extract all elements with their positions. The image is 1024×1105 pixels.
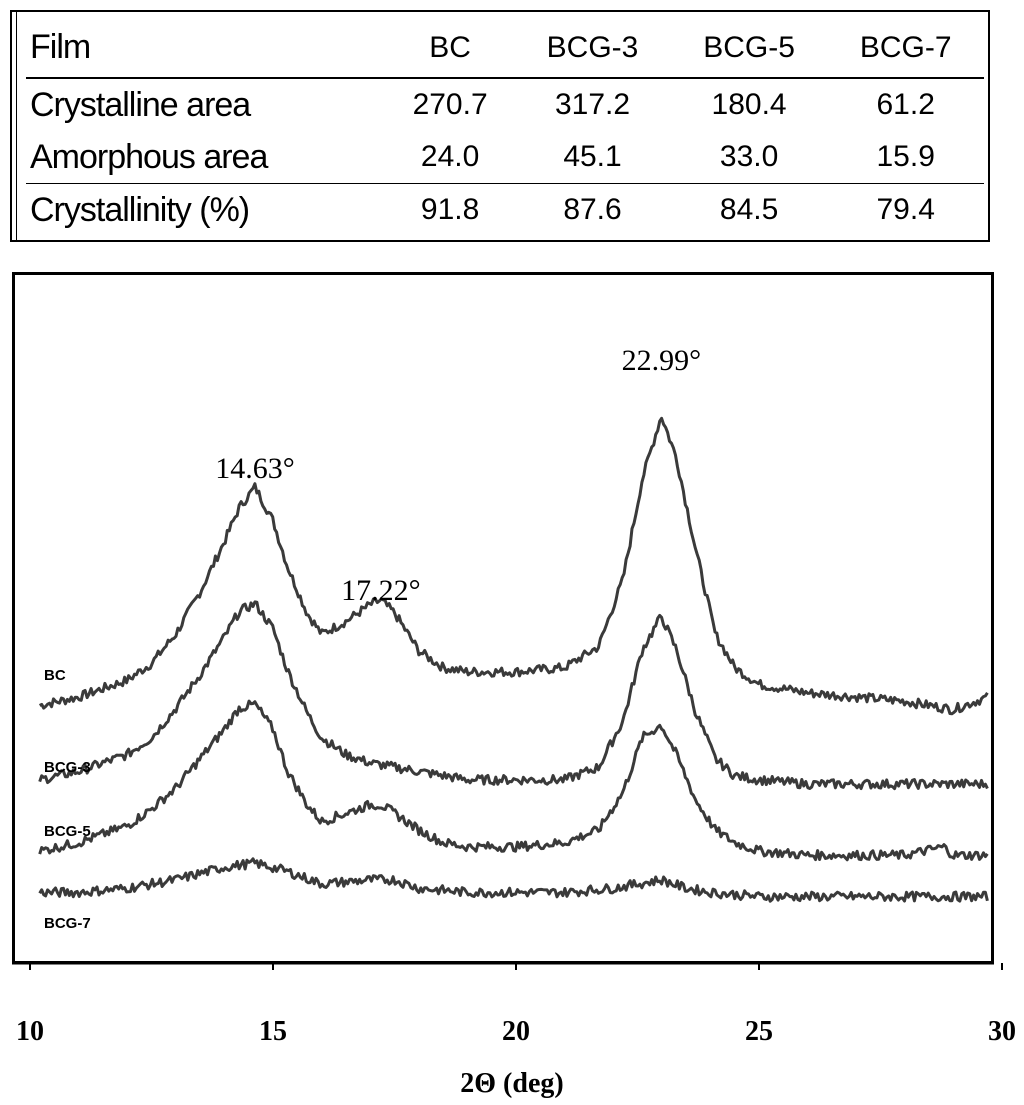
table-cell: 91.8: [386, 183, 515, 236]
x-tick-label: 25: [745, 1016, 773, 1047]
series-line-bcg-3: [38, 600, 989, 791]
row-label: Crystalline area: [30, 85, 251, 124]
x-axis: 10 15 20 25 30: [12, 961, 1016, 1047]
header-bc: BC: [386, 18, 515, 79]
peak-annotation: 14.63°: [215, 452, 295, 485]
annotation-layer: 14.63° 17.22° 22.99°: [215, 344, 701, 607]
x-axis-title: 2Θ (deg): [460, 1068, 563, 1099]
table-cell: 45.1: [563, 140, 622, 173]
table-header-row: Film BC BCG-3 BCG-5 BCG-7: [26, 18, 984, 79]
x-tick-label: 10: [16, 1016, 44, 1047]
x-tick-label: 15: [259, 1016, 287, 1047]
peak-annotation: 17.22°: [341, 574, 421, 607]
series-label-bc: BC: [44, 667, 66, 684]
series-label-bcg-3: BCG-3: [44, 759, 91, 776]
table-row: Amorphous area 24.0 45.1 33.0 15.9: [26, 131, 984, 184]
series-line-bcg-7: [38, 857, 989, 903]
table-cell: 61.2: [876, 88, 935, 121]
series-label-bcg-7: BCG-7: [44, 915, 91, 932]
table-cell: 24.0: [420, 140, 480, 173]
table-cell: 84.5: [670, 183, 828, 236]
table-cell: 87.6: [514, 183, 671, 236]
series-layer: [38, 416, 989, 903]
table-row: Crystallinity (%) 91.8 87.6 84.5 79.4: [26, 183, 984, 236]
header-film: Film: [26, 18, 386, 79]
xrd-chart-frame: [12, 272, 994, 964]
series-line-bcg-5: [38, 699, 989, 862]
series-label-bcg-5: BCG-5: [44, 823, 91, 840]
table-row: Crystalline area 270.7 317.2 180.4 61.2: [26, 78, 984, 131]
header-bcg3: BCG-3: [514, 18, 671, 79]
series-label-layer: BC BCG-3 BCG-5 BCG-7: [44, 667, 91, 932]
table-cell: 317.2: [554, 88, 631, 121]
table-cell: 15.9: [876, 140, 935, 173]
row-label: Crystallinity (%): [26, 183, 386, 236]
table-cell: 33.0: [719, 140, 779, 173]
series-line-bc: [38, 416, 989, 716]
table-cell: 180.4: [711, 88, 787, 121]
row-label: Amorphous area: [30, 137, 268, 176]
x-tick-label: 20: [502, 1016, 530, 1047]
crystallinity-table: Film BC BCG-3 BCG-5 BCG-7 Crystalline ar…: [26, 18, 984, 236]
x-tick-label: 30: [988, 1016, 1016, 1047]
crystallinity-table-frame: Film BC BCG-3 BCG-5 BCG-7 Crystalline ar…: [10, 10, 990, 242]
header-bcg7: BCG-7: [827, 18, 984, 79]
table-cell: 79.4: [827, 183, 984, 236]
peak-annotation: 22.99°: [622, 344, 702, 377]
table-cell: 270.7: [412, 88, 488, 121]
header-bcg5: BCG-5: [670, 18, 828, 79]
